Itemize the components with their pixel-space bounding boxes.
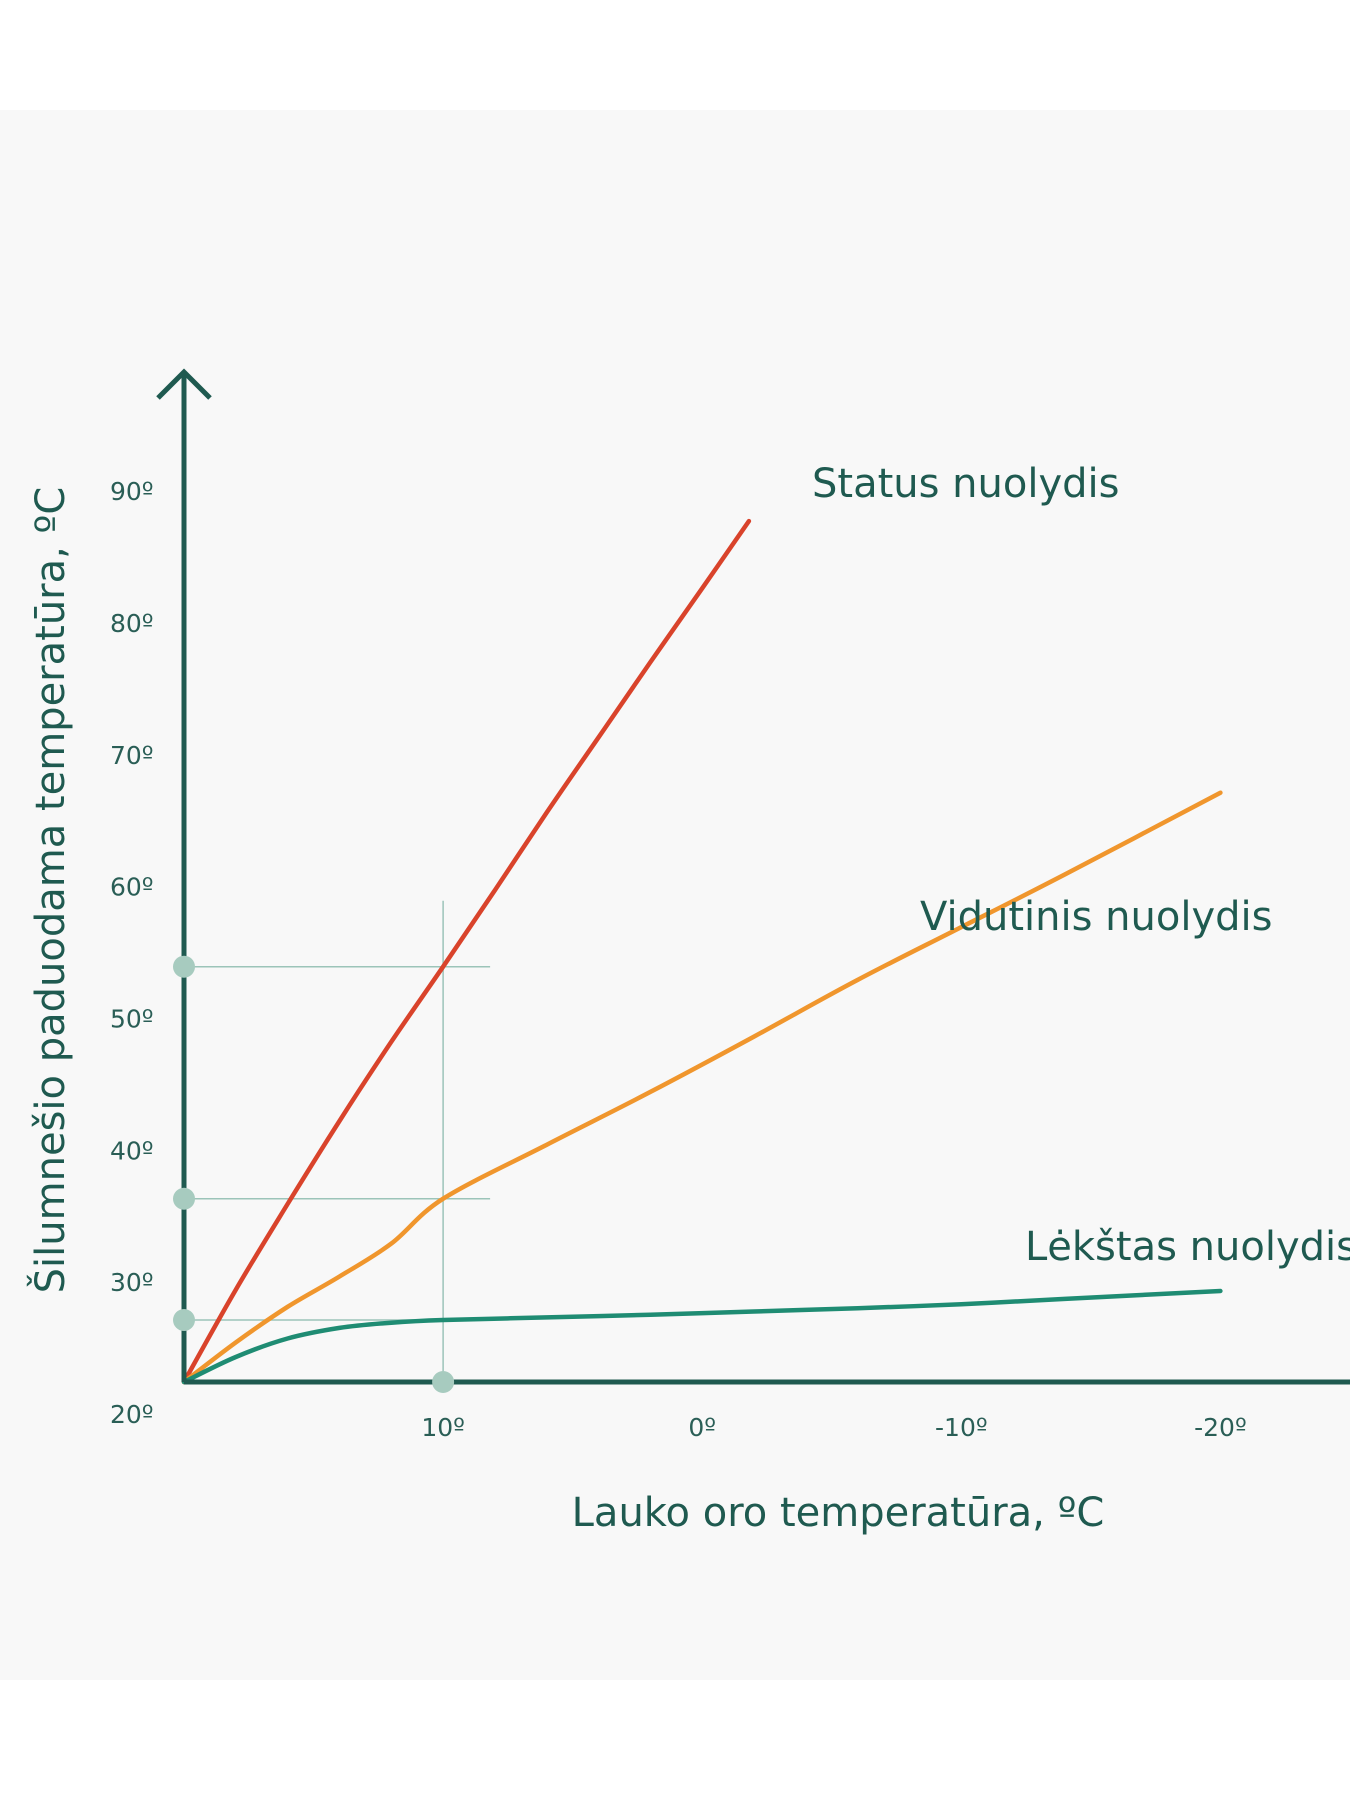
- y-tick-label: 70º: [110, 741, 154, 770]
- series-line-1: [181, 790, 1223, 1385]
- series-label-vidutinis: Vidutinis nuolydis: [920, 894, 1272, 940]
- y-tick-label: 40º: [110, 1136, 154, 1165]
- series-label-status: Status nuolydis: [812, 461, 1119, 507]
- y-tick-label: 80º: [110, 609, 154, 638]
- y-tick-label: 60º: [110, 873, 154, 902]
- x-tick-label: -10º: [935, 1413, 988, 1442]
- y-tick-label: 90º: [110, 477, 154, 506]
- y-axis-title: Šilumnešio paduodama temperatūra, ºC: [26, 487, 74, 1294]
- x-tick-label: 0º: [688, 1413, 716, 1442]
- y-tick-label: 30º: [110, 1268, 154, 1297]
- x-axis-title: Lauko oro temperatūra, ºC: [572, 1490, 1105, 1536]
- chart-background: [0, 110, 1350, 1680]
- reference-dot-y-0: [173, 955, 195, 978]
- reference-dot-x: [432, 1371, 455, 1393]
- reference-dot-y-1: [173, 1187, 195, 1210]
- series-label-lekstas: Lėkštas nuolydis: [1025, 1224, 1350, 1270]
- series-line-2: [181, 1288, 1223, 1385]
- y-tick-label: 50º: [110, 1004, 154, 1033]
- series-line-0: [181, 518, 752, 1385]
- y-axis-arrow-icon: [156, 368, 212, 400]
- y-tick-label: 20º: [110, 1400, 154, 1429]
- x-tick-label: 10º: [421, 1413, 465, 1442]
- x-tick-label: -20º: [1194, 1413, 1247, 1442]
- reference-dot-y-2: [173, 1309, 195, 1332]
